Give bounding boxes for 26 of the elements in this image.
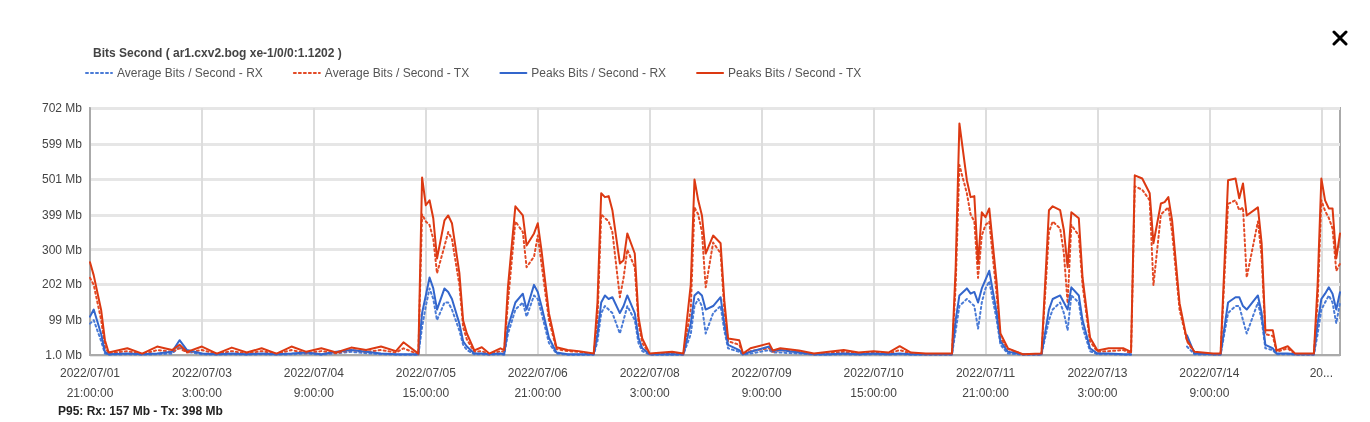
legend-label: Average Bits / Second - RX [117, 66, 263, 80]
y-tick-label: 399 Mb [41, 207, 83, 222]
text: P95: Rx: 157 Mb - Tx: 398 Mb [58, 404, 223, 418]
legend-label: Peaks Bits / Second - RX [531, 66, 667, 80]
chart-title: Bits Second ( ar1.cxv2.bog xe-1/0/0:1.1202 ) [93, 46, 342, 60]
y-tick-label: 599 Mb [41, 137, 83, 152]
x-tick-label: 2022/07/04 9:00:00 [283, 366, 345, 400]
x-tick-label: 2022/07/11 21:00:00 [955, 366, 1016, 400]
x-tick-label: 2022/07/09 9:00:00 [731, 366, 792, 400]
y-tick-label: 99 Mb [48, 313, 83, 328]
x-tick-label: 2022/07/05 15:00:00 [395, 366, 457, 400]
legend-label: Average Bits / Second - TX [324, 66, 470, 80]
x-tick-label: 2022/07/08 3:00:00 [619, 366, 681, 400]
y-tick-label: 702 Mb [41, 101, 83, 115]
x-tick-label: 20... [1309, 366, 1334, 380]
y-tick-label: 300 Mb [41, 242, 83, 257]
x-tick-label: 2022/07/01 21:00:00 [59, 366, 121, 400]
x-tick-label: 2022/07/03 3:00:00 [171, 366, 233, 400]
legend-label: Peaks Bits / Second - TX [728, 66, 862, 80]
x-tick-label: 2022/07/14 9:00:00 [1179, 366, 1240, 400]
x-tick-label: 2022/07/06 21:00:00 [507, 366, 569, 400]
y-tick-label: 501 Mb [41, 171, 83, 186]
x-tick-label: 2022/07/13 3:00:00 [1067, 366, 1128, 400]
y-tick-label: 202 Mb [41, 277, 83, 292]
x-tick-label: 2022/07/10 15:00:00 [843, 366, 904, 400]
y-tick-label: 1.0 Mb [45, 348, 83, 362]
